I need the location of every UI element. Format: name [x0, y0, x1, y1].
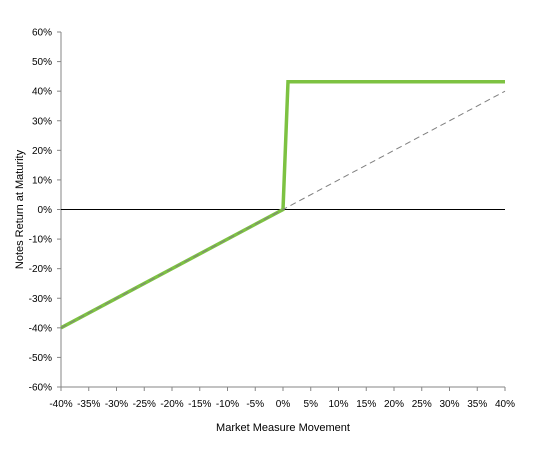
x-tick-label: -15%	[188, 399, 211, 410]
y-tick-label: 60%	[32, 28, 52, 39]
x-tick-label: 30%	[439, 399, 459, 410]
x-tick-label: -30%	[105, 399, 128, 410]
y-tick-label: 50%	[32, 57, 52, 68]
x-axis-title: Market Measure Movement	[216, 422, 350, 434]
x-tick-label: -20%	[160, 399, 183, 410]
x-tick-label: 25%	[412, 399, 432, 410]
y-tick-label: 30%	[32, 116, 52, 127]
x-tick-label: 5%	[304, 399, 319, 410]
x-tick-label: 15%	[356, 399, 376, 410]
x-tick-label: 10%	[328, 399, 348, 410]
x-tick-label: -10%	[216, 399, 239, 410]
y-axis-title: Notes Return at Maturity	[14, 149, 26, 269]
x-tick-label: 40%	[495, 399, 515, 410]
y-tick-label: 10%	[32, 175, 52, 186]
y-tick-label: -40%	[29, 323, 52, 334]
x-tick-label: 20%	[384, 399, 404, 410]
tick-labels: 60% 50% 40% 30% 20% 10% 0% -10% -20% -30% -40% -50%…	[29, 28, 515, 411]
y-tick-label: -20%	[29, 264, 52, 275]
y-tick-label: -60%	[29, 383, 52, 394]
x-tick-label: 35%	[467, 399, 487, 410]
y-tick-label: 0%	[38, 205, 53, 216]
x-tick-label: -40%	[49, 399, 72, 410]
y-tick-label: 40%	[32, 87, 52, 98]
y-tick-label: -10%	[29, 235, 52, 246]
payoff-line	[60, 79, 505, 330]
x-tick-label: 0%	[276, 399, 291, 410]
y-tick-label: -50%	[29, 353, 52, 364]
x-tick-label: -25%	[133, 399, 156, 410]
y-tick-label: -30%	[29, 294, 52, 305]
x-tick-label: -5%	[246, 399, 264, 410]
y-tick-label: 20%	[32, 146, 52, 157]
series-layer	[60, 79, 506, 330]
x-tick-label: -35%	[77, 399, 100, 410]
reference-line	[60, 90, 506, 329]
